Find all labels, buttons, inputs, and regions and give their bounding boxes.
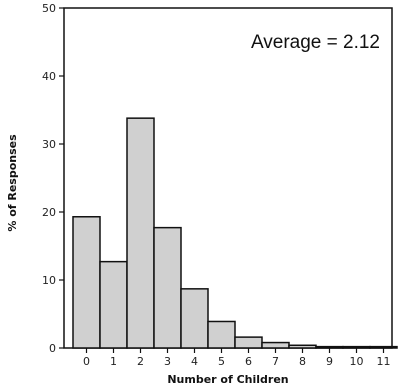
bar-8 — [288, 344, 317, 349]
y-tick-label: 50 — [42, 2, 56, 15]
y-axis-ticks: 0 10 20 30 40 50 — [42, 2, 64, 355]
y-tick-label: 30 — [42, 138, 56, 151]
x-tick-label: 6 — [245, 355, 252, 368]
bar-10 — [342, 345, 371, 349]
x-tick-label: 10 — [350, 355, 364, 368]
bar-6 — [234, 336, 263, 349]
annotation-average: Average = 2.12 — [251, 32, 380, 53]
bar-7 — [261, 341, 290, 349]
x-tick-label: 4 — [191, 355, 198, 368]
bars-group — [72, 117, 398, 349]
x-tick-label: 0 — [83, 355, 90, 368]
y-tick-label: 40 — [42, 70, 56, 83]
x-tick-label: 11 — [377, 355, 391, 368]
bar-3 — [153, 226, 182, 349]
x-tick-label: 5 — [218, 355, 225, 368]
bar-2 — [126, 117, 155, 349]
bar-9 — [315, 345, 344, 349]
bar-5 — [207, 320, 236, 349]
x-tick-label: 7 — [272, 355, 279, 368]
x-tick-label: 8 — [299, 355, 306, 368]
y-tick-label: 10 — [42, 274, 56, 287]
bar-4 — [180, 288, 209, 349]
x-tick-label: 3 — [164, 355, 171, 368]
x-axis-ticks: 0 1 2 3 4 5 6 7 8 9 10 11 — [83, 348, 391, 368]
bar-11 — [369, 345, 398, 349]
x-tick-label: 2 — [137, 355, 144, 368]
y-axis-title: % of Responses — [6, 134, 19, 232]
x-tick-label: 9 — [326, 355, 333, 368]
x-axis-title: Number of Children — [167, 373, 288, 386]
y-tick-label: 20 — [42, 206, 56, 219]
x-tick-label: 1 — [110, 355, 117, 368]
bar-1 — [99, 260, 128, 349]
bar-0 — [72, 216, 101, 349]
y-tick-label: 0 — [49, 342, 56, 355]
